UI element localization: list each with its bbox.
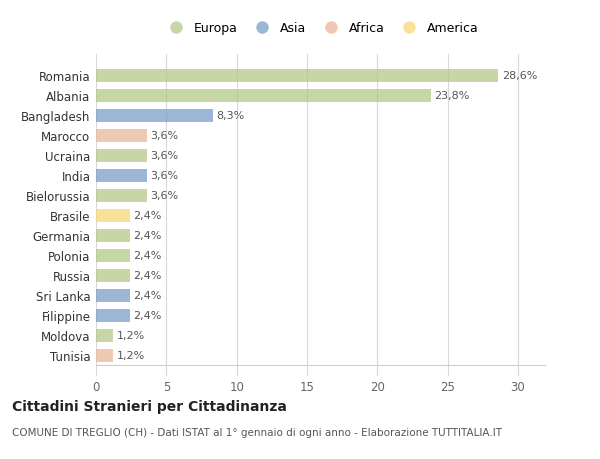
Bar — [96, 269, 130, 282]
Bar — [96, 289, 130, 302]
Text: 3,6%: 3,6% — [150, 171, 178, 181]
Bar — [96, 129, 146, 142]
Legend: Europa, Asia, Africa, America: Europa, Asia, Africa, America — [161, 20, 481, 38]
Text: 1,2%: 1,2% — [116, 330, 145, 340]
Text: 2,4%: 2,4% — [133, 231, 161, 241]
Text: Cittadini Stranieri per Cittadinanza: Cittadini Stranieri per Cittadinanza — [12, 399, 287, 413]
Bar — [96, 150, 146, 162]
Bar — [96, 70, 498, 83]
Bar — [96, 349, 113, 362]
Text: 1,2%: 1,2% — [116, 350, 145, 360]
Bar — [96, 169, 146, 182]
Text: 2,4%: 2,4% — [133, 310, 161, 320]
Text: 2,4%: 2,4% — [133, 291, 161, 301]
Text: 23,8%: 23,8% — [434, 91, 470, 101]
Bar — [96, 110, 213, 123]
Bar — [96, 249, 130, 262]
Text: 3,6%: 3,6% — [150, 131, 178, 141]
Text: COMUNE DI TREGLIO (CH) - Dati ISTAT al 1° gennaio di ogni anno - Elaborazione TU: COMUNE DI TREGLIO (CH) - Dati ISTAT al 1… — [12, 427, 502, 437]
Text: 2,4%: 2,4% — [133, 211, 161, 221]
Text: 2,4%: 2,4% — [133, 270, 161, 280]
Bar — [96, 90, 431, 102]
Bar — [96, 229, 130, 242]
Bar — [96, 209, 130, 222]
Text: 2,4%: 2,4% — [133, 251, 161, 261]
Bar — [96, 329, 113, 342]
Bar — [96, 309, 130, 322]
Text: 8,3%: 8,3% — [216, 111, 244, 121]
Text: 28,6%: 28,6% — [502, 71, 537, 81]
Bar — [96, 189, 146, 202]
Text: 3,6%: 3,6% — [150, 191, 178, 201]
Text: 3,6%: 3,6% — [150, 151, 178, 161]
